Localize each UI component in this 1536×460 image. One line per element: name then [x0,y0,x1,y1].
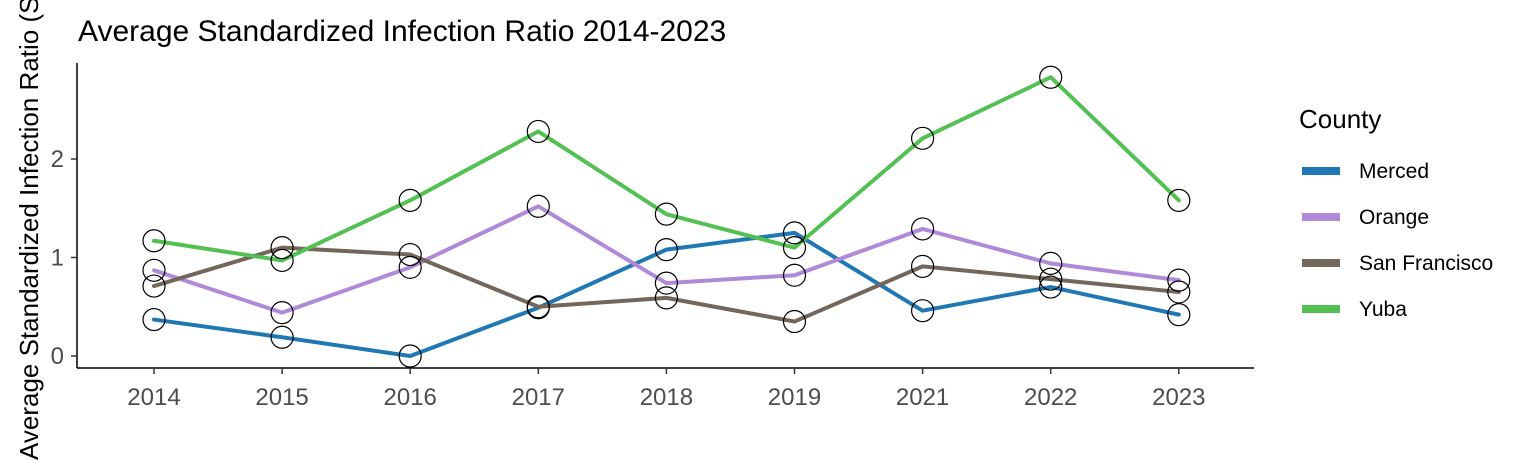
data-point-yuba [654,202,679,226]
data-point-merced [398,344,422,368]
data-point-merced [1167,303,1191,327]
series-points [142,65,1191,368]
data-point-orange [270,301,294,325]
data-point-yuba [910,126,935,150]
data-point-merced [654,238,679,262]
legend-label: Merced [1359,160,1429,183]
data-point-yuba [142,229,166,253]
legend-key [1302,305,1340,313]
data-point-orange [910,217,935,241]
x-tick-label: 2017 [512,384,565,411]
x-tick-label: 2023 [1152,384,1205,411]
data-point-yuba [526,119,550,144]
x-axis-ticks: 2014 2015 2016 2017 2018 2019 2021 2022 2023 [127,368,1205,411]
series-line-orange [152,204,1181,315]
data-point-yuba [398,188,422,212]
data-point-san-francisco [1167,280,1191,304]
data-point-san-francisco [398,242,422,267]
legend-key [1302,259,1340,267]
data-point-orange [142,258,166,282]
data-point-yuba [1039,65,1063,89]
data-point-yuba [270,248,294,273]
data-point-san-francisco [142,274,166,298]
y-axis-ticks: 0 1 2 [51,146,77,370]
x-tick-label: 2022 [1024,384,1077,411]
data-point-orange [1039,251,1063,276]
data-point-san-francisco [782,309,807,334]
y-tick-label: 2 [51,146,64,173]
data-point-yuba [1167,188,1191,212]
x-tick-label: 2021 [896,384,949,411]
data-point-merced [1039,275,1063,299]
series-line-san-francisco [152,245,1181,324]
data-point-san-francisco [654,286,679,310]
data-point-merced [910,299,935,323]
legend-key [1302,213,1340,221]
x-tick-label: 2014 [127,384,180,411]
y-axis-label: Average Standardized Infection Ratio (SI… [14,0,44,460]
series-lines [152,75,1181,358]
data-point-san-francisco [910,254,935,278]
data-point-orange [526,194,550,218]
data-point-san-francisco [1039,267,1063,291]
chart-title: Average Standardized Infection Ratio 201… [78,15,726,48]
data-point-san-francisco [270,236,294,260]
legend-key [1302,167,1340,175]
data-point-san-francisco [526,295,550,319]
data-point-orange [398,255,422,279]
data-point-merced [270,325,294,349]
y-tick-label: 1 [51,245,64,272]
y-tick-label: 0 [51,343,64,370]
data-point-orange [1167,268,1191,292]
x-tick-label: 2018 [640,384,693,411]
legend-label: San Francisco [1359,252,1493,275]
series-line-merced [152,230,1181,358]
x-tick-label: 2019 [768,384,821,411]
legend-label: Orange [1359,206,1429,229]
series-line-yuba [152,75,1181,263]
data-point-orange [654,271,679,295]
data-point-merced [782,221,807,245]
data-point-merced [142,307,166,332]
x-tick-label: 2015 [255,384,308,411]
legend: County Merced Orange San Francisco Yuba [1299,104,1493,321]
legend-title: County [1299,104,1381,134]
x-tick-label: 2016 [384,384,437,411]
legend-label: Yuba [1359,298,1407,321]
data-point-orange [782,263,807,287]
data-point-yuba [782,236,807,260]
